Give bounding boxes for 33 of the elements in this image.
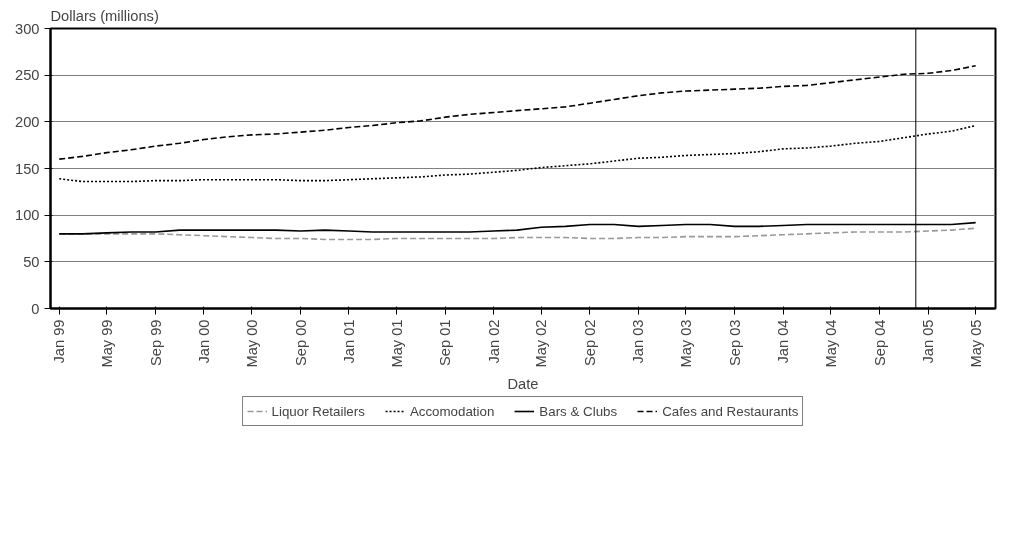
x-tick-label: Sep 99 [147,319,164,366]
x-tick-label: May 02 [533,319,550,368]
x-tick-label: Sep 04 [871,319,888,366]
x-tick-label: Sep 00 [292,319,309,366]
y-axis-title: Dollars (millions) [50,7,159,24]
y-tick-label: 250 [15,67,40,84]
x-tick-label: Jan 04 [775,319,792,364]
y-tick-label: 100 [15,207,40,224]
x-tick-label: May 00 [243,319,260,368]
x-tick-label: Jan 99 [51,319,68,364]
legend-label: Liquor Retailers [271,403,365,419]
x-tick-label: Jan 00 [195,319,212,364]
x-axis-title: Date [507,375,539,392]
x-tick-label: Sep 01 [437,319,454,366]
x-tick-label: Jan 05 [920,319,937,364]
x-tick-label: May 01 [388,319,405,368]
x-tick-label: May 99 [98,319,115,368]
y-tick-label: 150 [15,160,40,177]
x-tick-label: May 05 [967,319,984,368]
y-tick-label: 50 [23,253,40,270]
legend-label: Bars & Clubs [539,403,618,419]
x-tick-label: May 04 [823,319,839,368]
y-tick-label: 200 [15,113,40,130]
y-tick-label: 0 [31,300,40,317]
x-tick-label: Jan 02 [485,319,502,364]
x-tick-label: May 03 [677,319,694,368]
x-tick-label: Jan 03 [630,319,647,364]
y-tick-label: 300 [15,20,40,37]
x-tick-label: Sep 02 [581,319,598,366]
legend-label: Accomodation [409,403,495,419]
x-tick-label: Jan 01 [340,319,357,364]
x-tick-label: Sep 03 [726,319,743,366]
legend-label: Cafes and Restaurants [662,403,799,419]
